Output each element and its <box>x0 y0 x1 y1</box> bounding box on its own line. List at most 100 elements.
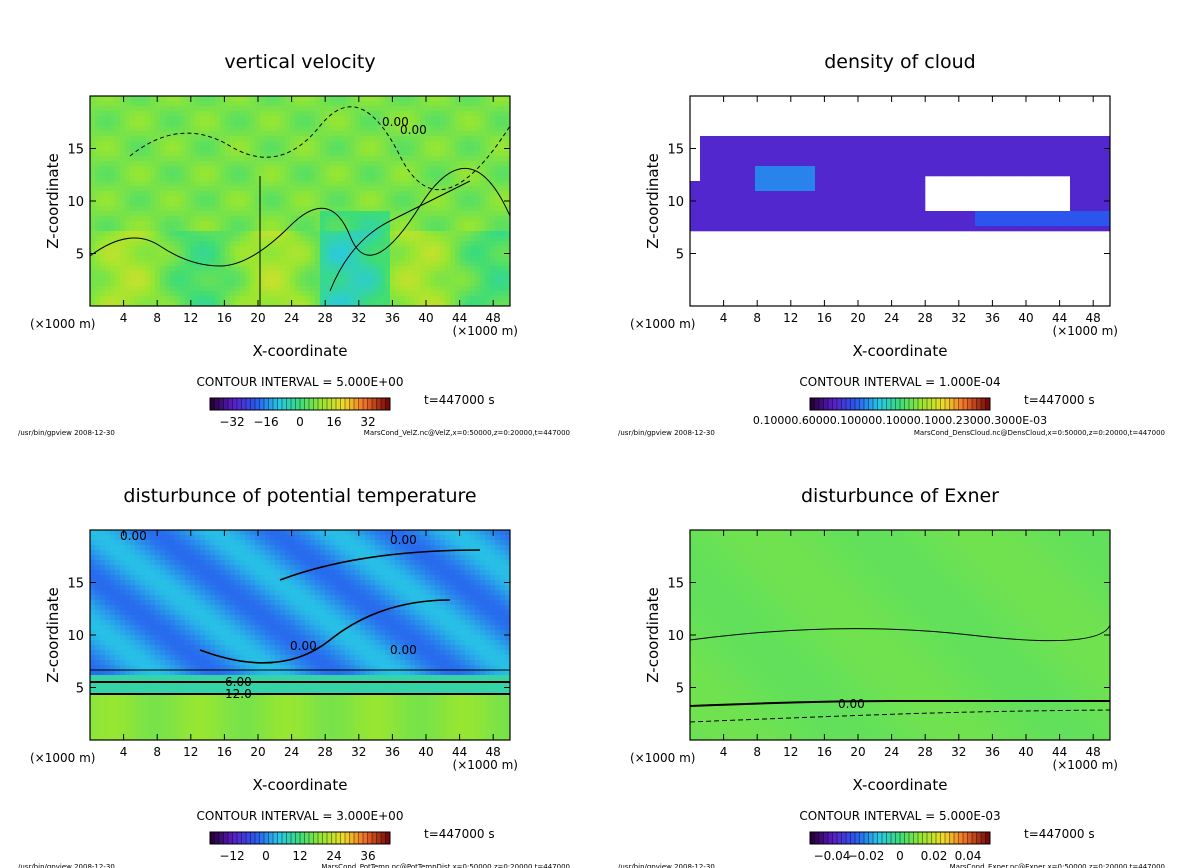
field-cell <box>880 196 886 202</box>
field-cell <box>485 101 491 107</box>
field-cell <box>290 266 296 272</box>
field-cell <box>270 231 276 237</box>
field-cell <box>455 236 461 242</box>
field-cell <box>200 216 206 222</box>
field-cell <box>210 101 216 107</box>
field-cell <box>175 146 181 152</box>
field-cell <box>100 186 106 192</box>
field-cell <box>735 176 741 182</box>
field-cell <box>210 166 216 172</box>
field-cell <box>140 231 146 237</box>
field-cell <box>825 186 831 192</box>
field-cell <box>380 111 386 117</box>
colorbar-cell <box>340 398 346 410</box>
field-cell <box>465 231 471 237</box>
field-cell <box>935 161 941 167</box>
field-cell <box>385 231 391 237</box>
field-cell <box>440 116 446 122</box>
field-cell <box>405 136 411 142</box>
field-cell <box>240 291 246 297</box>
field-cell <box>385 201 391 207</box>
field-cell <box>810 226 816 232</box>
field-cell <box>180 186 186 192</box>
field-cell <box>715 221 721 227</box>
field-cell <box>355 106 361 112</box>
field-cell <box>1085 181 1091 187</box>
field-cell <box>815 216 821 222</box>
field-cell <box>250 141 256 147</box>
field-cell <box>880 171 886 177</box>
field-cell <box>200 156 206 162</box>
field-cell <box>100 181 106 187</box>
field-cell <box>420 106 426 112</box>
field-cell <box>370 131 376 137</box>
field-cell <box>445 101 451 107</box>
field-cell <box>90 181 96 187</box>
field-cell <box>285 131 291 137</box>
field-cell <box>825 141 831 147</box>
field-cell <box>355 286 361 292</box>
field-cell <box>315 116 321 122</box>
field-cell <box>300 276 306 282</box>
field-cell <box>150 216 156 222</box>
field-cell <box>1075 146 1081 152</box>
field-cell <box>505 241 511 247</box>
field-cell <box>165 151 171 157</box>
field-cell <box>205 266 211 272</box>
field-cell <box>485 181 491 187</box>
field-cell <box>300 131 306 137</box>
field-cell <box>205 191 211 197</box>
field-cell <box>970 211 976 217</box>
field-cell <box>325 166 331 172</box>
field-cell <box>120 241 126 247</box>
field-cell <box>905 181 911 187</box>
field-cell <box>210 191 216 197</box>
field-cell <box>430 206 436 212</box>
field-cell <box>140 116 146 122</box>
field-cell <box>455 126 461 132</box>
field-cell <box>280 221 286 227</box>
field-cell <box>115 136 121 142</box>
field-cell <box>1015 221 1021 227</box>
field-cell <box>355 151 361 157</box>
field-cell <box>120 266 126 272</box>
field-cell <box>725 201 731 207</box>
field-cell <box>190 136 196 142</box>
field-cell <box>765 226 771 232</box>
field-cell <box>485 176 491 182</box>
field-cell <box>335 251 341 257</box>
field-cell <box>455 186 461 192</box>
field-cell <box>120 206 126 212</box>
field-cell <box>245 96 251 102</box>
field-cell <box>200 261 206 267</box>
field-cell <box>1020 151 1026 157</box>
field-cell <box>495 291 501 297</box>
field-cell <box>100 246 106 252</box>
field-cell <box>750 186 756 192</box>
field-cell <box>270 196 276 202</box>
field-cell <box>415 236 421 242</box>
field-cell <box>335 136 341 142</box>
field-cell <box>495 216 501 222</box>
field-cell <box>450 146 456 152</box>
field-cell <box>840 176 846 182</box>
field-cell <box>210 146 216 152</box>
field-cell <box>140 286 146 292</box>
field-cell <box>505 151 511 157</box>
field-cell <box>150 151 156 157</box>
field-cell <box>800 171 806 177</box>
field-cell <box>190 296 196 302</box>
field-cell <box>725 176 731 182</box>
field-cell <box>425 136 431 142</box>
field-cell <box>240 146 246 152</box>
field-cell <box>220 246 226 252</box>
field-cell <box>355 301 361 307</box>
field-cell <box>480 106 486 112</box>
field-cell <box>155 221 161 227</box>
colorbar-cell <box>246 398 251 410</box>
field-cell <box>890 156 896 162</box>
field-cell <box>390 196 396 202</box>
field-cell <box>1100 171 1106 177</box>
field-cell <box>435 136 441 142</box>
field-cell <box>485 196 491 202</box>
